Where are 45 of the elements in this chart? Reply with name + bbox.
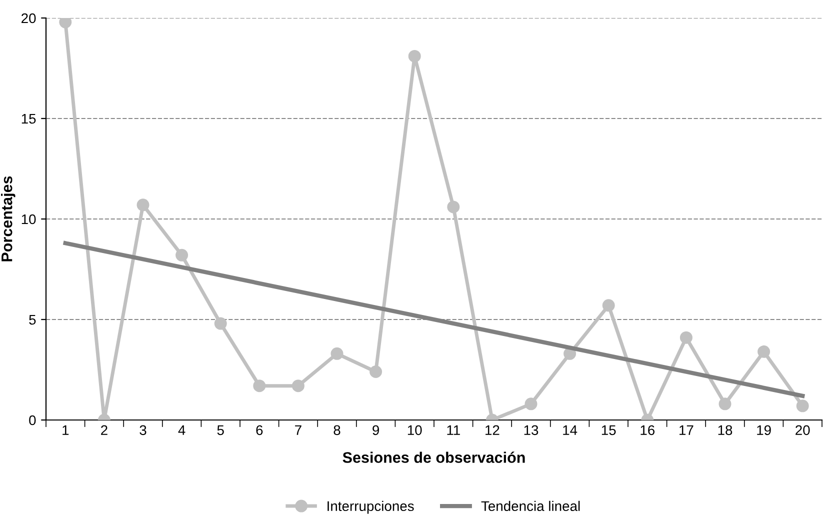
x-tick-label: 11 xyxy=(447,425,460,435)
point xyxy=(680,331,692,344)
x-tick-label: 4 xyxy=(178,425,186,435)
point xyxy=(176,248,188,262)
x-tick-label: 12 xyxy=(486,425,500,435)
point xyxy=(292,380,304,392)
x-tick-label: 5 xyxy=(217,425,224,436)
x-tick-label: 3 xyxy=(140,425,146,436)
point xyxy=(253,380,266,392)
point xyxy=(524,398,538,410)
y-axis-title: Porcentajes xyxy=(1,176,16,262)
point xyxy=(447,200,460,214)
x-tick-label: 7 xyxy=(295,425,302,435)
x-tick-label: 10 xyxy=(408,425,422,436)
point xyxy=(758,345,770,358)
point xyxy=(370,366,382,378)
y-tick-label: 15 xyxy=(22,114,36,124)
y-tick-label: 10 xyxy=(22,214,36,224)
x-tick-label: 9 xyxy=(372,425,380,436)
legend-label: Interrupciones xyxy=(328,500,414,514)
x-tick-label: 14 xyxy=(563,425,578,435)
point xyxy=(330,347,344,360)
y-tick-label: 5 xyxy=(29,314,36,325)
x-tick-label: 15 xyxy=(602,425,616,436)
point xyxy=(718,398,732,410)
y-tick-label: 20 xyxy=(22,13,36,24)
point xyxy=(136,198,150,212)
legend-label: Tendencia lineal xyxy=(481,500,580,512)
point xyxy=(602,299,615,312)
x-tick-label: 20 xyxy=(796,425,810,436)
x-tick-label: 18 xyxy=(718,425,732,436)
point xyxy=(408,50,421,62)
x-tick-label: 2 xyxy=(101,425,108,435)
x-tick-label: 13 xyxy=(524,425,538,436)
y-tick-label: 0 xyxy=(29,415,36,426)
point xyxy=(796,400,809,412)
point xyxy=(59,18,72,28)
point xyxy=(214,317,227,330)
x-tick-label: 6 xyxy=(256,425,263,436)
x-axis-title: Sesiones de observación xyxy=(342,452,525,463)
x-tick-label: 19 xyxy=(757,425,771,436)
x-tick-label: 1 xyxy=(62,425,69,435)
x-tick-label: 16 xyxy=(640,425,655,436)
x-tick-label: 17 xyxy=(680,425,694,435)
x-tick-label: 8 xyxy=(334,425,340,436)
